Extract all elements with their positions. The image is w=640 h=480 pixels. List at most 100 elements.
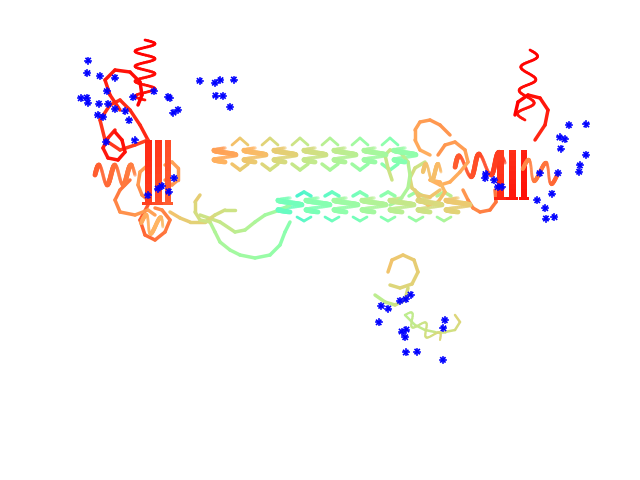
- Polygon shape: [521, 155, 527, 158]
- Polygon shape: [509, 190, 515, 192]
- Polygon shape: [521, 163, 527, 166]
- Polygon shape: [165, 171, 171, 174]
- Polygon shape: [521, 195, 527, 197]
- Polygon shape: [493, 197, 506, 200]
- Polygon shape: [497, 150, 504, 153]
- Polygon shape: [497, 192, 504, 195]
- Polygon shape: [521, 192, 527, 195]
- Polygon shape: [165, 192, 171, 195]
- Polygon shape: [154, 192, 161, 195]
- Polygon shape: [497, 163, 504, 166]
- Polygon shape: [154, 144, 161, 147]
- Polygon shape: [165, 160, 171, 164]
- Polygon shape: [521, 160, 527, 163]
- Polygon shape: [145, 144, 152, 147]
- Polygon shape: [165, 144, 171, 147]
- Polygon shape: [145, 168, 152, 171]
- Polygon shape: [165, 184, 171, 188]
- Polygon shape: [509, 171, 515, 174]
- Polygon shape: [145, 188, 152, 192]
- Polygon shape: [154, 181, 161, 184]
- Polygon shape: [509, 150, 515, 153]
- Polygon shape: [154, 171, 161, 174]
- Polygon shape: [145, 157, 152, 160]
- Polygon shape: [145, 164, 152, 168]
- Polygon shape: [165, 178, 171, 181]
- Polygon shape: [497, 174, 504, 176]
- Polygon shape: [521, 158, 527, 160]
- Polygon shape: [509, 168, 515, 171]
- Polygon shape: [497, 153, 504, 155]
- Polygon shape: [165, 168, 171, 171]
- Polygon shape: [509, 192, 515, 195]
- Polygon shape: [165, 147, 171, 150]
- Polygon shape: [154, 178, 161, 181]
- Polygon shape: [165, 174, 171, 178]
- Polygon shape: [145, 195, 152, 198]
- Polygon shape: [509, 155, 515, 158]
- Polygon shape: [163, 202, 173, 205]
- Polygon shape: [509, 181, 515, 184]
- Polygon shape: [497, 166, 504, 168]
- Polygon shape: [497, 176, 504, 179]
- Polygon shape: [509, 176, 515, 179]
- Polygon shape: [509, 184, 515, 187]
- Polygon shape: [154, 174, 161, 178]
- Polygon shape: [145, 150, 152, 154]
- Polygon shape: [165, 154, 171, 157]
- Polygon shape: [165, 181, 171, 184]
- Polygon shape: [154, 147, 161, 150]
- Polygon shape: [145, 184, 152, 188]
- Polygon shape: [521, 179, 527, 181]
- Polygon shape: [521, 166, 527, 168]
- Polygon shape: [497, 179, 504, 181]
- Polygon shape: [497, 195, 504, 197]
- Polygon shape: [165, 157, 171, 160]
- Polygon shape: [165, 140, 171, 144]
- Polygon shape: [154, 184, 161, 188]
- Polygon shape: [145, 140, 152, 144]
- Polygon shape: [145, 171, 152, 174]
- Polygon shape: [154, 195, 161, 198]
- Polygon shape: [145, 147, 152, 150]
- Polygon shape: [509, 160, 515, 163]
- Polygon shape: [154, 157, 161, 160]
- Polygon shape: [145, 154, 152, 157]
- Polygon shape: [497, 184, 504, 187]
- Polygon shape: [518, 197, 529, 200]
- Polygon shape: [154, 168, 161, 171]
- Polygon shape: [165, 198, 171, 202]
- Polygon shape: [509, 153, 515, 155]
- Polygon shape: [509, 195, 515, 197]
- Polygon shape: [521, 184, 527, 187]
- Polygon shape: [154, 198, 161, 202]
- Polygon shape: [497, 181, 504, 184]
- Polygon shape: [145, 178, 152, 181]
- Polygon shape: [141, 202, 154, 205]
- Polygon shape: [521, 176, 527, 179]
- Polygon shape: [145, 160, 152, 164]
- Polygon shape: [145, 174, 152, 178]
- Polygon shape: [154, 140, 161, 144]
- Polygon shape: [509, 174, 515, 176]
- Polygon shape: [497, 171, 504, 174]
- Polygon shape: [509, 163, 515, 166]
- Polygon shape: [521, 168, 527, 171]
- Polygon shape: [154, 154, 161, 157]
- Polygon shape: [154, 160, 161, 164]
- Polygon shape: [509, 166, 515, 168]
- Polygon shape: [497, 168, 504, 171]
- Polygon shape: [165, 188, 171, 192]
- Polygon shape: [497, 187, 504, 190]
- Polygon shape: [509, 158, 515, 160]
- Polygon shape: [509, 179, 515, 181]
- Polygon shape: [145, 192, 152, 195]
- Polygon shape: [497, 160, 504, 163]
- Polygon shape: [521, 153, 527, 155]
- Polygon shape: [509, 187, 515, 190]
- Polygon shape: [497, 158, 504, 160]
- Polygon shape: [154, 164, 161, 168]
- Polygon shape: [165, 195, 171, 198]
- Polygon shape: [497, 190, 504, 192]
- Polygon shape: [497, 155, 504, 158]
